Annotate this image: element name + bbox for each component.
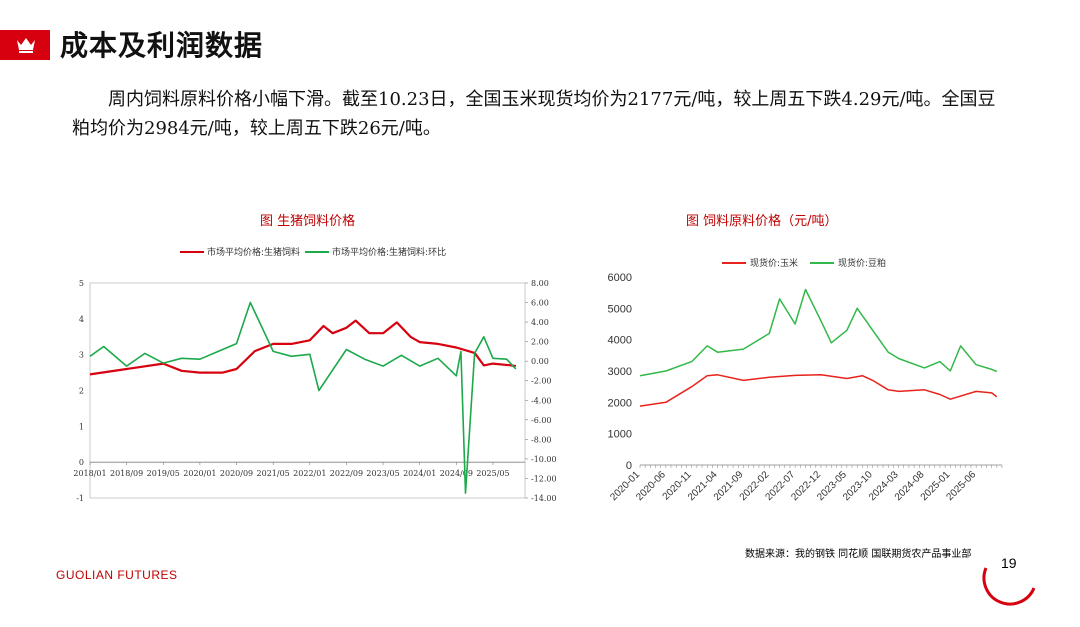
- chart1-y-right-tick-label: -10.00: [531, 455, 557, 464]
- chart1-x-tick-label: 2022/09: [330, 469, 363, 478]
- page-title: 成本及利润数据: [60, 29, 264, 62]
- chart1-y-left-tick-label: 1: [79, 422, 84, 431]
- chart2-y-tick-label: 5000: [608, 303, 632, 315]
- chart1-y-right-tick-label: 0.00: [531, 357, 549, 366]
- chart1-y-right-tick-label: -4.00: [531, 396, 552, 405]
- summary-text: 周内饲料原料价格小幅下滑。截至10.23日，全国玉米现货均价为2177元/吨，较…: [72, 85, 1012, 143]
- chart1-legend-label: 市场平均价格:生猪饲料: [207, 246, 300, 258]
- chart1-x-tick-label: 2022/01: [293, 469, 326, 478]
- chart1-x-tick-label: 2019/05: [147, 469, 180, 478]
- chart1-y-left-tick-label: 2: [79, 387, 84, 396]
- summary-paragraph: 周内饲料原料价格小幅下滑。截至10.23日，全国玉米现货均价为2177元/吨，较…: [72, 89, 996, 139]
- chart1-y-right-tick-label: -2.00: [531, 377, 552, 386]
- chart1-x-tick-label: 2018/09: [110, 469, 143, 478]
- chart1-x-tick-label: 2024/09: [440, 469, 473, 478]
- chart1-y-right-tick-label: 2.00: [531, 338, 549, 347]
- page-number: 19: [1001, 555, 1017, 571]
- chart2-y-tick-label: 4000: [608, 335, 632, 347]
- chart1-y-left-tick-label: -1: [76, 494, 84, 503]
- chart1-series-feed-mom-line: [89, 301, 517, 494]
- chart1-y-left-tick-label: 5: [79, 279, 84, 288]
- chart-title-feed-price: 图 生猪饲料价格: [260, 214, 356, 229]
- chart2-y-tick-label: 2000: [608, 397, 632, 409]
- chart1-y-left-tick-label: 3: [79, 351, 84, 360]
- source-note: 数据来源：我的钢铁 同花顺 国联期货农产品事业部: [745, 549, 972, 560]
- chart1-y-left-tick-label: 0: [79, 458, 84, 467]
- chart2-series-soymeal-line: [639, 288, 998, 377]
- chart1-x-tick-label: 2021/05: [257, 469, 290, 478]
- chart1-y-right-tick-label: 4.00: [531, 318, 549, 327]
- chart1-series-feed-price-line: [89, 319, 516, 376]
- page-number-arc: [982, 567, 1036, 606]
- chart1-y-right-tick-label: 8.00: [531, 279, 549, 288]
- chart2-legend-label: 现货价:玉米: [750, 257, 798, 269]
- chart1-x-tick-label: 2020/09: [220, 469, 253, 478]
- logo-box: [0, 30, 50, 60]
- chart1-x-tick-label: 2023/05: [366, 469, 399, 478]
- chart1-y-right-tick-label: -14.00: [531, 494, 557, 503]
- chart-title-raw-material: 图 饲料原料价格（元/吨）: [686, 214, 838, 229]
- footer-brand: GUOLIAN FUTURES: [56, 568, 178, 582]
- chart2-series-corn-line: [639, 374, 998, 407]
- chart2-y-tick-label: 3000: [608, 366, 632, 378]
- chart1-y-right-tick-label: -12.00: [531, 474, 557, 483]
- chart2-y-tick-label: 1000: [608, 429, 632, 441]
- chart1-y-right-tick-label: -6.00: [531, 416, 552, 425]
- chart1-legend-label: 市场平均价格:生猪饲料:环比: [332, 246, 446, 258]
- chart1-plot-frame: [89, 282, 526, 499]
- chart1-y-right-tick-label: 6.00: [531, 299, 549, 308]
- chart1-x-tick-label: 2018/01: [73, 469, 106, 478]
- crown-icon: [17, 38, 35, 53]
- chart1-x-tick-label: 2025/05: [476, 469, 509, 478]
- chart1-x-tick-label: 2024/01: [403, 469, 436, 478]
- chart2-legend-label: 现货价:豆粕: [838, 257, 886, 269]
- chart2-y-tick-label: 0: [626, 460, 632, 472]
- chart2-x-tick-label: 2025-06: [945, 469, 979, 503]
- chart1-x-tick-label: 2020/01: [183, 469, 216, 478]
- chart1-y-left-tick-label: 4: [79, 315, 84, 324]
- chart2-y-tick-label: 6000: [608, 272, 632, 284]
- chart1-y-right-tick-label: -8.00: [531, 435, 552, 444]
